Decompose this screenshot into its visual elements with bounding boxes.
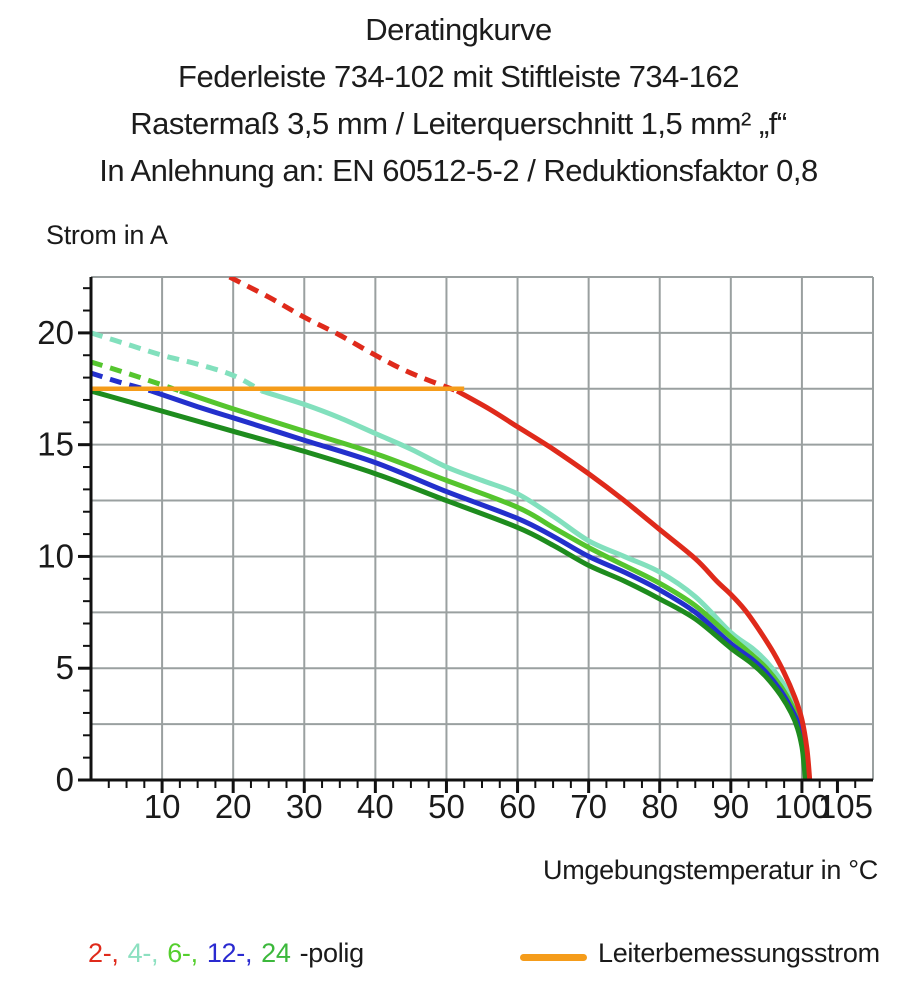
x-tick-label: 105 xyxy=(818,788,873,825)
x-tick-label: 60 xyxy=(499,788,536,825)
x-axis-title: Umgebungstemperatur in °C xyxy=(543,855,878,885)
y-tick-label: 5 xyxy=(56,649,74,686)
x-tick-label: 50 xyxy=(428,788,465,825)
x-tick-label: 100 xyxy=(774,788,829,825)
x-tick-label: 70 xyxy=(570,788,607,825)
x-tick-label: 10 xyxy=(144,788,181,825)
title-line-4: In Anlehnung an: EN 60512-5-2 / Reduktio… xyxy=(99,153,818,188)
chart-title-block: Deratingkurve Federleiste 734-102 mit St… xyxy=(0,6,917,194)
y-tick-label: 0 xyxy=(56,761,74,798)
curve-12-polig-dashed xyxy=(91,370,153,394)
y-tick-label: 10 xyxy=(37,537,74,574)
curve-4-polig-dashed xyxy=(91,330,263,394)
axes xyxy=(89,277,873,782)
y-tick-label: 20 xyxy=(37,314,74,351)
curve-12-polig-solid xyxy=(150,388,809,780)
curve-4-polig-solid xyxy=(260,388,811,780)
legend-poles: 2-, 4-, 6-, 12-, 24 -polig xyxy=(88,938,364,969)
x-tick-label: 40 xyxy=(357,788,394,825)
curve-2-polig-dashed xyxy=(228,277,459,394)
curves xyxy=(91,277,813,780)
legend-poles-suffix: -polig xyxy=(299,938,365,968)
legend-pole-24-polig: 24 xyxy=(261,938,291,968)
curve-2-polig-solid xyxy=(455,388,813,780)
x-tick-label: 20 xyxy=(215,788,252,825)
y-tick-label: 15 xyxy=(37,426,74,463)
legend-pole-6-polig: 6-, xyxy=(167,938,198,968)
legend-pole-items: 2-, 4-, 6-, 12-, 24 xyxy=(88,938,300,968)
title-line-1: Deratingkurve xyxy=(365,12,552,47)
legend-pole-12-polig: 12-, xyxy=(206,938,253,968)
x-tick-label: 80 xyxy=(641,788,678,825)
title-line-3: Rastermaß 3,5 mm / Leiterquerschnitt 1,5… xyxy=(130,106,787,141)
grid xyxy=(91,276,874,780)
legend-pole-2-polig: 2-, xyxy=(88,938,119,968)
x-tick-label: 30 xyxy=(286,788,323,825)
curve-6-polig-solid xyxy=(179,388,811,780)
y-axis-title: Strom in A xyxy=(46,220,168,250)
x-tick-label: 90 xyxy=(712,788,749,825)
curve-24-polig xyxy=(91,388,808,780)
rated-current-line-swatch xyxy=(520,954,587,961)
rated-current-label: Leiterbemessungsstrom xyxy=(598,938,880,968)
legend-pole-4-polig: 4-, xyxy=(127,938,159,968)
title-line-2: Federleiste 734-102 mit Stiftleiste 734-… xyxy=(178,59,739,94)
ticks xyxy=(78,287,857,793)
